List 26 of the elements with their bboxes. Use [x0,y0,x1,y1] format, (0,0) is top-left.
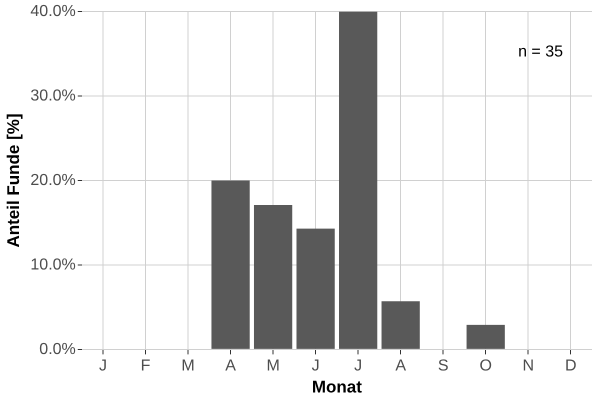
y-axis-title: Anteil Funde [%] [4,113,23,248]
x-tick-label: A [225,357,236,374]
bar [466,324,505,349]
annotation: n = 35 [518,44,564,61]
bar [296,228,335,349]
x-tick-label: A [395,357,406,374]
x-tick-label: M [181,357,195,374]
y-tick-label: 10.0% [30,256,76,274]
x-tick-label: J [354,357,362,374]
x-axis-title: Monat [312,377,362,396]
y-tick-label: 20.0% [30,172,76,189]
x-tick-label: O [479,357,492,374]
x-tick-label: S [438,357,449,374]
x-tick-label: J [312,357,320,374]
y-tick-label: 0.0% [39,340,76,358]
y-tick-label: 30.0% [30,87,76,104]
bar [254,204,292,349]
bar [211,180,250,349]
x-tick-label: M [266,357,280,374]
bar [339,12,378,349]
bar [382,301,420,349]
x-tick-label: D [564,357,577,374]
x-tick-label: N [522,357,534,374]
x-tick-label: J [99,357,108,374]
x-tick-label: F [140,357,151,374]
y-tick-label: 40.0% [30,3,76,20]
